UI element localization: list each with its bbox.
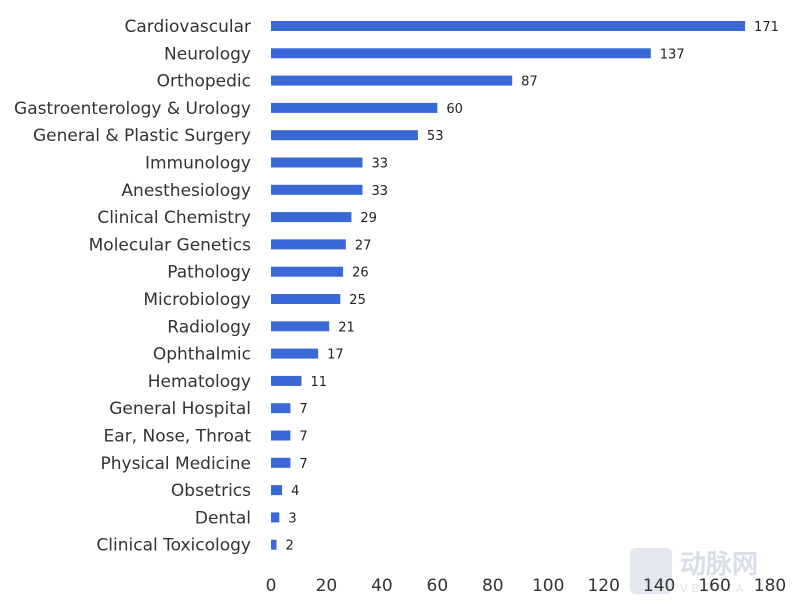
bars-layer: Cardiovascular 171 Neurology 137 Orthopedic 8… bbox=[14, 17, 779, 556]
x-tick-label: 140 bbox=[643, 576, 675, 596]
bar bbox=[271, 512, 280, 523]
bar bbox=[271, 102, 438, 113]
data-label: 29 bbox=[360, 211, 377, 226]
x-tick-label: 120 bbox=[587, 576, 619, 596]
bar bbox=[271, 539, 277, 550]
bar bbox=[271, 457, 291, 468]
bar bbox=[271, 21, 746, 31]
category-label: Hematology bbox=[148, 372, 251, 392]
data-label: 7 bbox=[299, 430, 307, 445]
bar bbox=[271, 430, 291, 441]
bar bbox=[271, 184, 363, 195]
data-label: 11 bbox=[310, 375, 327, 390]
category-label: Gastroenterology & Urology bbox=[14, 99, 251, 119]
x-tick-label: 160 bbox=[698, 576, 730, 596]
bar bbox=[271, 294, 341, 304]
category-label: Ear, Nose, Throat bbox=[104, 427, 252, 447]
data-label: 3 bbox=[288, 511, 296, 526]
category-label: Clinical Toxicology bbox=[96, 536, 251, 556]
watermark-logo: 动脉网 VBDATA bbox=[630, 548, 758, 595]
data-label: 26 bbox=[352, 266, 369, 281]
bar bbox=[271, 266, 344, 277]
bar bbox=[271, 239, 346, 250]
bar bbox=[271, 321, 330, 332]
data-label: 21 bbox=[338, 320, 355, 335]
x-tick-label: 100 bbox=[532, 576, 564, 596]
bar bbox=[271, 75, 513, 86]
bar bbox=[271, 485, 283, 496]
data-label: 53 bbox=[427, 129, 444, 144]
data-label: 60 bbox=[446, 102, 463, 117]
x-tick-label: 0 bbox=[266, 576, 277, 596]
category-label: Molecular Genetics bbox=[89, 235, 252, 255]
x-tick-label: 180 bbox=[754, 576, 786, 596]
category-label: Obsetrics bbox=[171, 481, 251, 501]
x-tick-label: 80 bbox=[482, 576, 504, 596]
data-label: 2 bbox=[286, 539, 294, 554]
watermark-sub-text: VBDATA bbox=[680, 582, 747, 595]
bar bbox=[271, 403, 291, 414]
data-label: 87 bbox=[521, 75, 538, 90]
bar bbox=[271, 157, 363, 168]
data-label: 137 bbox=[660, 47, 685, 62]
bar bbox=[271, 348, 319, 359]
data-label: 17 bbox=[327, 348, 344, 363]
category-label: General Hospital bbox=[109, 399, 251, 419]
watermark-logo-icon bbox=[630, 548, 672, 594]
category-label: Orthopedic bbox=[157, 72, 251, 92]
data-label: 33 bbox=[371, 184, 388, 199]
category-label: Immunology bbox=[145, 154, 251, 174]
bar bbox=[271, 375, 302, 386]
watermark-logo-text: 动脉网 bbox=[680, 550, 758, 580]
category-label: Pathology bbox=[167, 263, 251, 283]
category-label: Cardiovascular bbox=[125, 17, 251, 37]
category-label: Physical Medicine bbox=[100, 454, 251, 474]
data-label: 25 bbox=[349, 293, 366, 308]
data-label: 33 bbox=[371, 157, 388, 172]
category-label: Dental bbox=[195, 508, 251, 528]
category-label: General & Plastic Surgery bbox=[33, 126, 251, 146]
category-label: Ophthalmic bbox=[153, 345, 251, 365]
x-tick-label: 20 bbox=[316, 576, 338, 596]
data-label: 171 bbox=[754, 20, 779, 35]
data-label: 4 bbox=[291, 484, 299, 499]
category-label: Radiology bbox=[167, 317, 251, 337]
x-tick-label: 40 bbox=[371, 576, 393, 596]
x-tick-label: 60 bbox=[427, 576, 449, 596]
x-axis: 0 20 40 60 80 100 120 140 160 180 bbox=[266, 576, 787, 596]
bar bbox=[271, 212, 352, 223]
category-label: Neurology bbox=[164, 44, 251, 64]
bar bbox=[271, 48, 651, 59]
data-label: 7 bbox=[299, 402, 307, 417]
data-label: 7 bbox=[299, 457, 307, 472]
data-label: 27 bbox=[355, 238, 372, 253]
bar bbox=[271, 130, 418, 141]
category-label: Microbiology bbox=[143, 290, 251, 310]
category-label: Clinical Chemistry bbox=[97, 208, 251, 228]
category-label: Anesthesiology bbox=[121, 181, 251, 201]
